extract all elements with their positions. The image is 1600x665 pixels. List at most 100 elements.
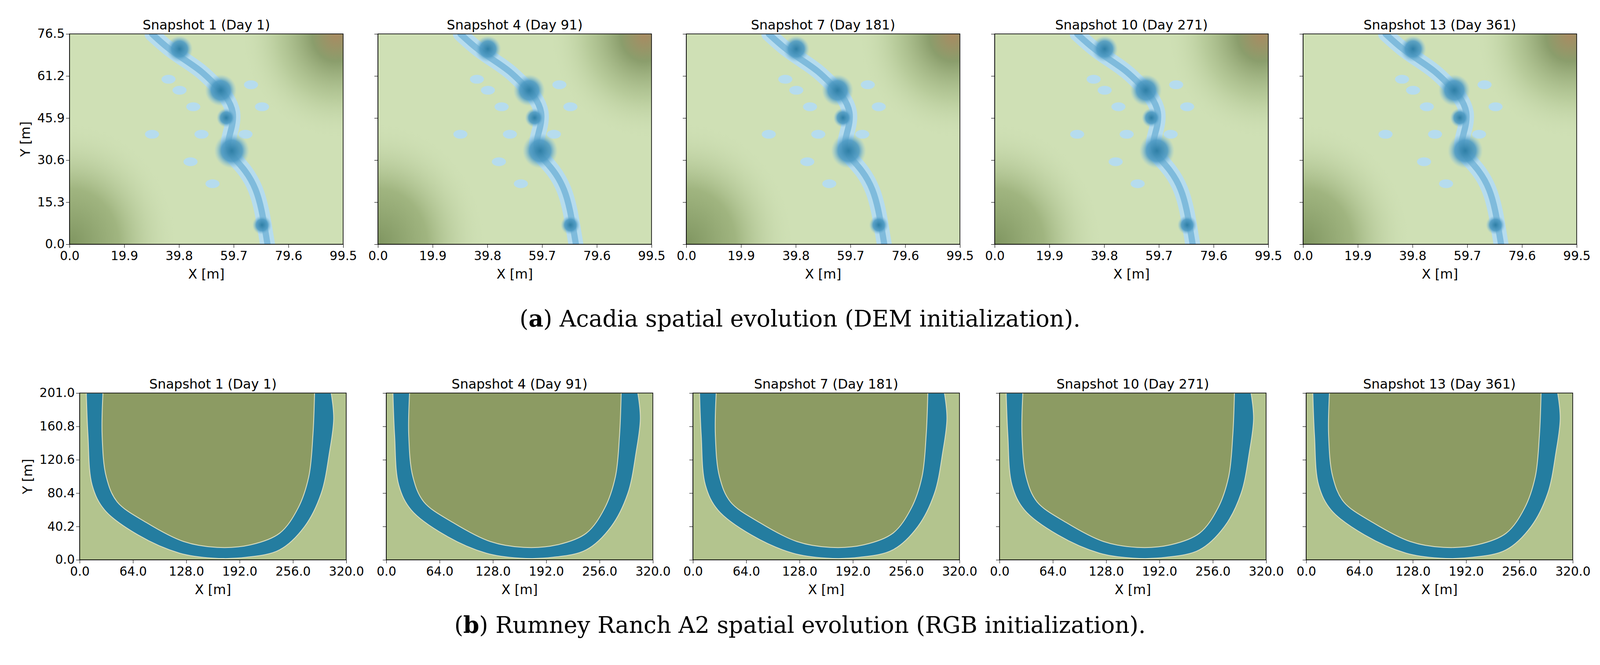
y-axis-line	[991, 34, 996, 245]
x-tick-mark	[79, 559, 81, 564]
x-tick-label: 256.0	[275, 563, 311, 579]
map-image	[999, 392, 1267, 560]
x-tick-mark	[346, 559, 347, 564]
y-tick-mark	[1299, 117, 1304, 119]
x-tick-mark	[343, 244, 344, 248]
x-tick: 99.5	[637, 244, 666, 264]
y-axis-line	[1302, 393, 1307, 561]
y-tick	[689, 459, 693, 461]
y-axis: 0.040.280.4120.6160.8201.0	[39, 385, 81, 567]
panel-title: Snapshot 7 (Day 181)	[750, 17, 896, 33]
x-tick-mark	[546, 559, 547, 564]
y-tick: 160.8	[39, 418, 80, 434]
x-tick-mark	[994, 244, 996, 248]
x-tick-mark	[541, 244, 543, 248]
y-tick: 0.0	[54, 552, 80, 567]
y-tick-mark	[76, 392, 80, 394]
wet-spot	[453, 129, 468, 139]
x-tick-label: 192.0	[528, 563, 564, 579]
x-axis-line	[386, 560, 654, 564]
y-tick	[991, 160, 995, 161]
y-tick: 76.5	[37, 26, 70, 41]
x-tick-label: 320.0	[941, 563, 978, 579]
y-tick-mark	[995, 426, 1000, 427]
y-tick-mark	[991, 76, 995, 77]
plot-frame	[79, 392, 347, 560]
y-tick	[382, 459, 387, 461]
x-tick-mark	[686, 244, 687, 248]
plot-frame	[994, 33, 1269, 245]
wet-spot	[1130, 179, 1145, 189]
x-tick-label: 320.0	[328, 563, 364, 579]
y-tick-label: 40.2	[47, 519, 75, 534]
x-tick-mark	[1052, 559, 1054, 564]
y-tick-label: 120.6	[39, 452, 75, 467]
y-tick-mark	[1302, 426, 1307, 427]
x-axis-line	[995, 244, 1269, 249]
river	[1385, 33, 1502, 245]
pool	[216, 108, 236, 128]
y-tick	[995, 492, 1000, 494]
y-tick	[1302, 559, 1307, 561]
wet-spot	[480, 85, 495, 95]
wet-area	[152, 33, 268, 245]
x-tick-label: 19.9	[419, 248, 447, 264]
x-tick: 64.0	[732, 559, 761, 579]
y-tick-label: 30.6	[37, 152, 65, 168]
y-tick: 30.6	[37, 152, 70, 168]
y-tick-mark	[995, 526, 1000, 527]
y-tick-mark	[689, 392, 693, 394]
y-tick-mark	[689, 459, 693, 461]
y-tick-mark	[382, 492, 387, 494]
x-tick: 256.0	[1195, 559, 1231, 579]
y-tick	[682, 76, 687, 77]
x-tick-label: 59.7	[528, 248, 557, 264]
x-tick-mark	[1359, 559, 1360, 564]
x-tick-mark	[1522, 244, 1523, 248]
pool	[833, 108, 853, 128]
y-tick	[689, 492, 693, 494]
x-tick-label: 320.0	[635, 563, 671, 579]
x-axis-title: X [m]	[188, 266, 225, 282]
x-axis-title: X [m]	[1113, 266, 1150, 282]
x-axis-title: X [m]	[805, 266, 842, 282]
panel-title: Snapshot 4 (Day 91)	[446, 17, 583, 33]
y-tick-mark	[65, 244, 70, 245]
x-tick-label: 19.9	[727, 248, 755, 264]
pool	[1447, 133, 1483, 169]
x-tick-mark	[186, 559, 187, 564]
y-tick-mark	[682, 160, 687, 161]
x-tick: 64.0	[426, 559, 454, 579]
y-axis-line	[689, 393, 694, 561]
x-tick-mark	[1303, 244, 1304, 248]
x-axis-title: X [m]	[1114, 581, 1152, 597]
y-axis-title: Y [m]	[17, 121, 33, 158]
y-tick-mark	[689, 492, 693, 494]
x-axis-line	[999, 560, 1267, 564]
x-axis: 0.019.939.859.779.699.5	[1293, 244, 1591, 264]
wet-spot	[1180, 102, 1195, 112]
panel-title: Snapshot 1 (Day 1)	[149, 376, 277, 392]
y-tick-mark	[65, 201, 70, 203]
x-axis-line	[693, 560, 960, 564]
x-tick-mark	[651, 244, 652, 248]
y-tick-label: 0.0	[54, 552, 75, 567]
x-tick-mark	[740, 244, 742, 248]
y-axis	[689, 393, 694, 561]
y-tick-mark	[682, 117, 687, 119]
x-tick-mark	[905, 244, 906, 248]
wet-spot	[871, 102, 887, 112]
y-tick	[1299, 201, 1304, 203]
caption-title: Acadia spatial evolution (DEM initializa…	[559, 305, 1081, 332]
x-tick-mark	[1306, 559, 1307, 564]
x-tick-label: 64.0	[119, 563, 147, 579]
y-tick-mark	[1299, 160, 1304, 161]
y-axis-line	[76, 393, 81, 561]
x-tick-label: 256.0	[1195, 563, 1231, 579]
x-tick-label: 256.0	[582, 563, 618, 579]
x-tick-label: 128.0	[168, 563, 205, 579]
y-tick	[374, 33, 378, 35]
y-tick-label: 76.5	[37, 26, 65, 41]
x-tick: 128.0	[168, 559, 205, 579]
wet-spot	[244, 80, 259, 90]
